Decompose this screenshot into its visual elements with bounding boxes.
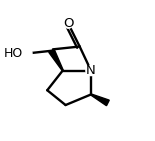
Circle shape	[86, 65, 96, 76]
Text: HO: HO	[4, 47, 23, 60]
Text: O: O	[63, 17, 74, 30]
Text: N: N	[86, 64, 96, 77]
Circle shape	[64, 20, 73, 28]
Polygon shape	[49, 49, 63, 71]
Circle shape	[20, 48, 32, 60]
Polygon shape	[91, 94, 109, 106]
